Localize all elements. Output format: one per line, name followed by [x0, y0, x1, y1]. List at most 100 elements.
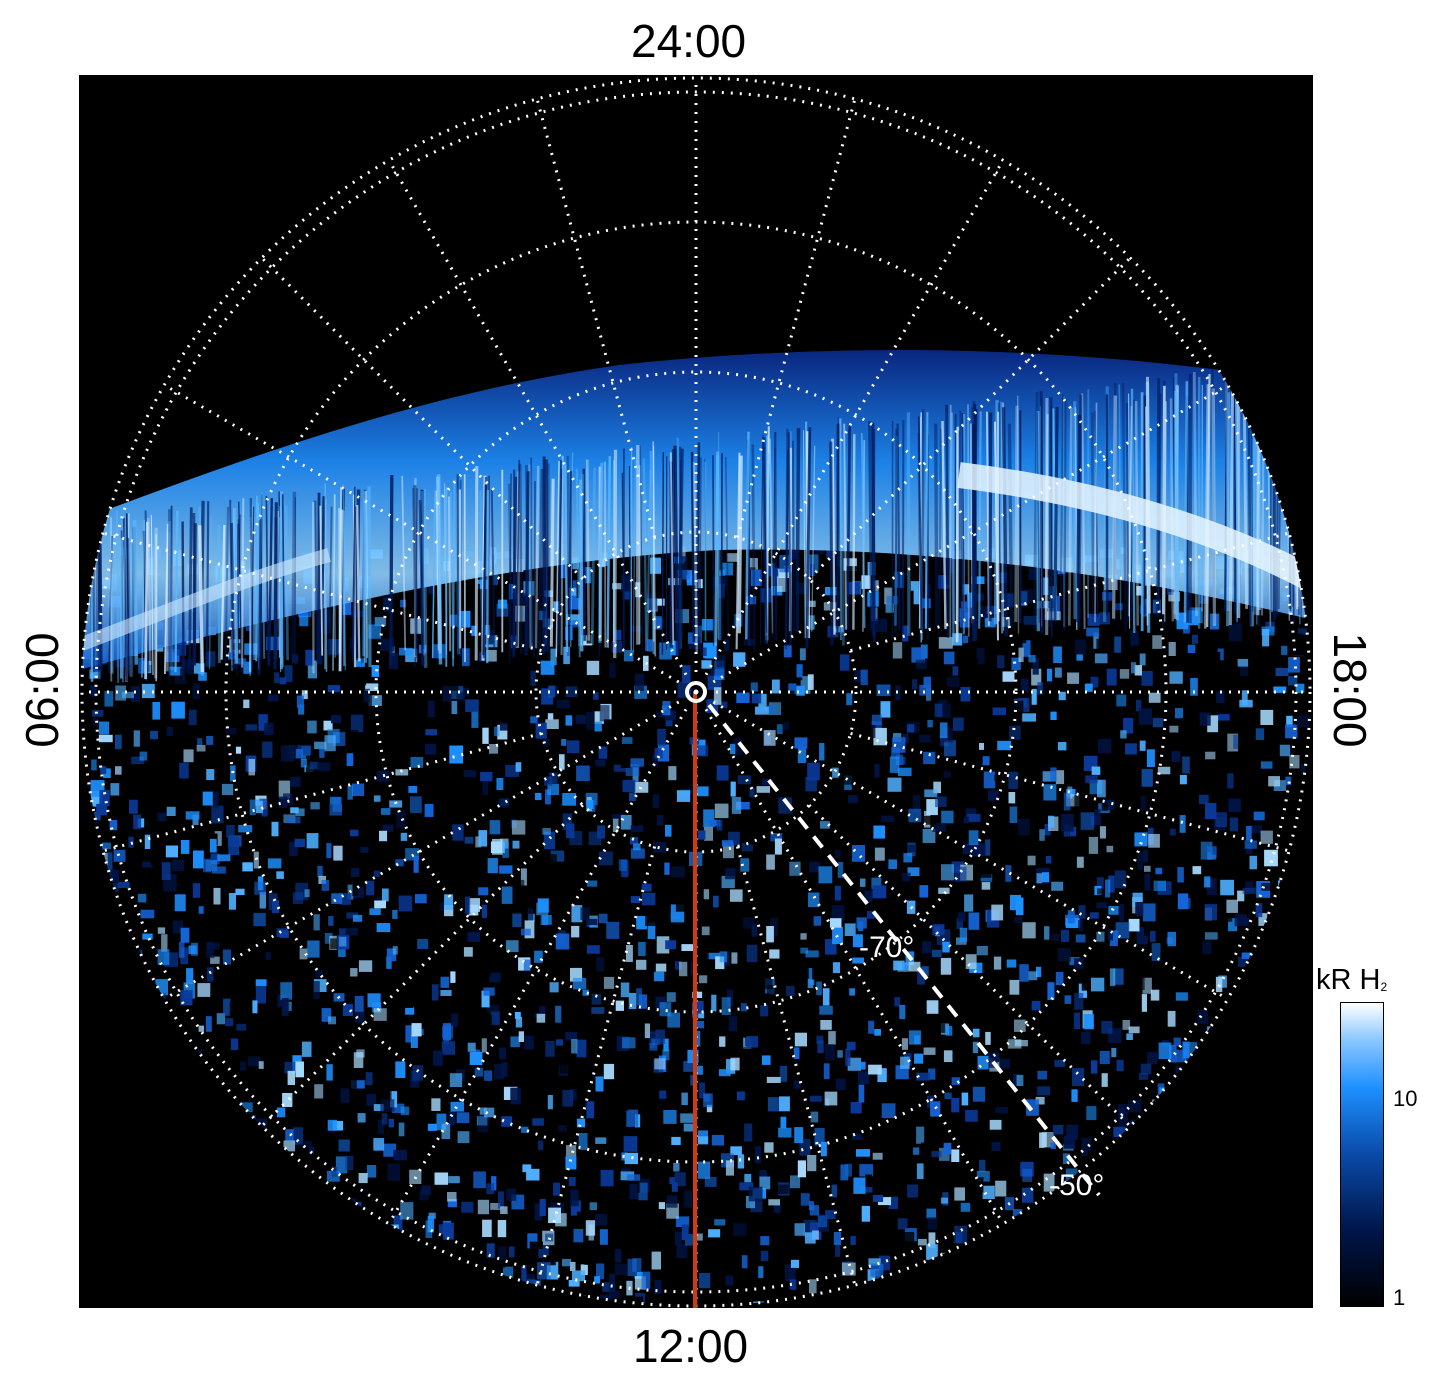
- emission-speckle: [324, 735, 336, 752]
- emission-speckle: [374, 617, 386, 626]
- emission-speckle: [594, 1276, 600, 1284]
- emission-speckle: [658, 744, 670, 762]
- emission-speckle: [728, 1016, 738, 1032]
- emission-speckle: [506, 940, 519, 953]
- emission-speckle: [323, 720, 333, 731]
- emission-speckle: [746, 1036, 759, 1048]
- emission-speckle: [117, 881, 130, 888]
- emission-speckle: [1028, 971, 1038, 981]
- emission-speckle: [743, 917, 755, 929]
- emission-speckle: [822, 988, 830, 1006]
- emission-speckle: [99, 790, 110, 807]
- emission-speckle: [478, 830, 488, 847]
- emission-speckle: [411, 1023, 422, 1037]
- emission-speckle: [1068, 1057, 1078, 1065]
- emission-speckle: [894, 997, 901, 1007]
- oval-streak: [1067, 407, 1073, 626]
- emission-speckle: [534, 1203, 543, 1221]
- emission-speckle: [490, 1203, 501, 1210]
- emission-speckle: [944, 740, 956, 757]
- oval-streak: [938, 428, 942, 637]
- emission-speckle: [770, 833, 783, 842]
- emission-speckle: [295, 808, 305, 817]
- emission-speckle: [178, 941, 185, 958]
- oval-streak: [639, 445, 644, 657]
- emission-speckle: [570, 1200, 581, 1216]
- emission-speckle: [845, 1048, 851, 1066]
- emission-speckle: [1075, 934, 1086, 943]
- emission-speckle: [345, 928, 358, 936]
- emission-speckle: [565, 823, 575, 839]
- emission-speckle: [423, 826, 437, 837]
- emission-speckle: [277, 1107, 286, 1118]
- emission-speckle: [368, 967, 377, 979]
- emission-speckle: [409, 766, 420, 783]
- emission-speckle: [392, 909, 398, 919]
- emission-speckle: [495, 1256, 502, 1270]
- emission-speckle: [307, 660, 318, 679]
- emission-speckle: [1134, 665, 1142, 676]
- emission-speckle: [773, 1228, 781, 1246]
- emission-speckle: [730, 1146, 742, 1155]
- emission-speckle: [837, 1050, 843, 1058]
- emission-speckle: [366, 1094, 377, 1106]
- emission-speckle: [473, 1171, 486, 1189]
- emission-speckle: [652, 794, 660, 808]
- oval-streak: [518, 463, 523, 654]
- emission-speckle: [820, 1141, 827, 1157]
- emission-speckle: [1099, 826, 1106, 839]
- emission-speckle: [868, 1020, 875, 1034]
- emission-speckle: [521, 1126, 529, 1133]
- emission-speckle: [764, 1142, 774, 1153]
- emission-speckle: [1193, 775, 1204, 782]
- emission-speckle: [515, 1016, 523, 1028]
- emission-speckle: [638, 1182, 648, 1201]
- emission-speckle: [1033, 905, 1040, 917]
- emission-speckle: [701, 926, 710, 936]
- oval-streak: [170, 505, 173, 662]
- emission-speckle: [744, 1123, 753, 1142]
- emission-speckle: [1078, 920, 1084, 932]
- emission-speckle: [197, 738, 203, 746]
- oval-streak: [422, 489, 428, 668]
- oval-streak: [871, 422, 876, 643]
- emission-speckle: [1285, 776, 1292, 786]
- emission-speckle: [960, 601, 971, 618]
- emission-speckle: [1093, 723, 1107, 734]
- emission-speckle: [849, 988, 855, 996]
- emission-speckle: [1246, 825, 1252, 841]
- emission-speckle: [960, 1202, 971, 1212]
- emission-speckle: [532, 1118, 544, 1126]
- emission-speckle: [1018, 818, 1030, 836]
- emission-speckle: [536, 577, 546, 589]
- emission-speckle: [1192, 866, 1202, 875]
- emission-speckle: [214, 831, 222, 846]
- emission-speckle: [1031, 668, 1042, 686]
- emission-speckle: [665, 940, 677, 950]
- emission-speckle: [922, 1125, 928, 1132]
- emission-speckle: [395, 1061, 406, 1078]
- emission-speckle: [140, 909, 155, 919]
- emission-speckle: [373, 1008, 387, 1021]
- emission-speckle: [968, 830, 979, 846]
- emission-speckle: [697, 1136, 709, 1145]
- emission-speckle: [580, 907, 591, 920]
- emission-speckle: [630, 837, 639, 845]
- emission-speckle: [944, 1092, 952, 1100]
- oval-streak: [412, 487, 418, 659]
- emission-speckle: [374, 900, 386, 909]
- emission-speckle: [366, 1165, 377, 1178]
- emission-speckle: [1014, 1040, 1028, 1047]
- emission-speckle: [935, 1023, 946, 1033]
- emission-speckle: [730, 781, 736, 797]
- emission-speckle: [1049, 586, 1057, 600]
- emission-speckle: [586, 1101, 595, 1119]
- emission-speckle: [596, 1263, 605, 1280]
- emission-speckle: [142, 861, 153, 868]
- emission-speckle: [442, 1025, 454, 1039]
- emission-speckle: [381, 1113, 388, 1125]
- emission-speckle: [1003, 593, 1014, 607]
- emission-speckle: [754, 706, 769, 715]
- emission-speckle: [760, 1005, 769, 1017]
- emission-speckle: [776, 576, 788, 592]
